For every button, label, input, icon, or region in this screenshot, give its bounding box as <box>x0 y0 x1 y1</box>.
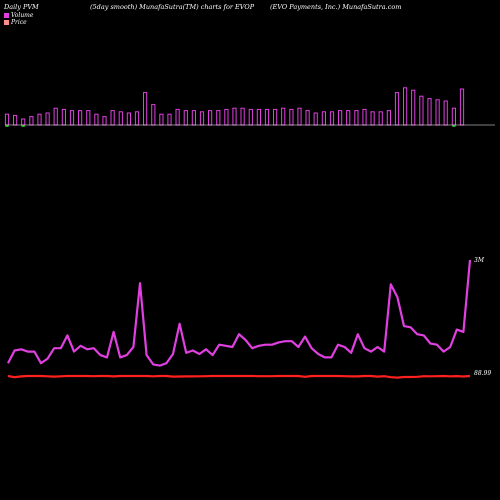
volume-bar <box>264 108 270 126</box>
volume-bar <box>459 88 465 126</box>
price-label: 88.99 <box>474 370 491 377</box>
volume-bar <box>386 110 391 126</box>
volume-bar <box>394 92 400 126</box>
volume-bar <box>305 110 310 126</box>
price-line <box>7 374 471 379</box>
volume-bar <box>191 110 197 126</box>
volume-bar <box>118 111 123 126</box>
volume-bar <box>13 114 18 126</box>
volume-bar <box>102 116 107 126</box>
volume-bar <box>29 116 34 126</box>
volume-bar <box>403 87 408 126</box>
volume-bar <box>110 110 115 126</box>
chart-label-left: Daily PVM <box>4 3 39 11</box>
company-label: (EVO Payments, Inc.) MunafaSutra.com <box>270 3 402 11</box>
volume-bar <box>208 110 213 126</box>
volume-bars <box>4 87 465 127</box>
volume-bar <box>329 111 335 126</box>
volume-bar-down-marker <box>21 125 25 127</box>
volume-bar <box>175 108 180 126</box>
volume-bar <box>69 110 75 126</box>
volume-bar <box>45 112 50 126</box>
volume-bar <box>378 111 383 126</box>
legend-price-swatch <box>4 20 9 25</box>
volume-bar <box>151 104 156 126</box>
volume-bar <box>224 108 229 126</box>
volume-bar <box>94 113 99 126</box>
volume-bar <box>362 108 367 126</box>
volume-bar <box>134 111 140 126</box>
legend-volume-swatch <box>4 13 9 18</box>
volume-bar <box>338 110 343 126</box>
volume-bar <box>354 110 359 126</box>
volume-bar <box>443 100 448 126</box>
volume-bar <box>216 110 221 126</box>
volume-bar <box>78 110 83 126</box>
volume-bar <box>21 118 26 126</box>
volume-bar <box>183 110 188 126</box>
legend-volume: Volume <box>4 12 33 19</box>
volume-bar <box>370 111 375 126</box>
volume-bar <box>53 107 58 126</box>
line-series <box>7 259 472 379</box>
volume-bar <box>248 108 253 126</box>
volume-bar-down-marker <box>5 125 9 127</box>
volume-bar <box>321 111 326 126</box>
volume-bar <box>199 111 205 126</box>
legend-volume-label: Volume <box>11 12 34 19</box>
volume-bar <box>86 110 91 126</box>
volume-bar <box>411 89 416 126</box>
volume-bar <box>159 113 164 126</box>
legend-price: Price <box>4 19 27 26</box>
volume-bar <box>451 107 456 126</box>
volume-bar <box>126 112 132 126</box>
volume-bar <box>256 108 261 126</box>
volume-bar <box>37 113 42 126</box>
volume-bar <box>232 107 237 126</box>
volume-bar <box>435 99 440 126</box>
volume-bar <box>346 110 351 126</box>
volume-line <box>7 259 472 367</box>
volume-bar <box>427 98 432 126</box>
volume-bar <box>4 113 10 126</box>
volume-bar <box>143 92 148 126</box>
legend-price-label: Price <box>11 19 27 26</box>
volume-bar <box>240 107 245 126</box>
max-volume-label: 3M <box>474 257 485 264</box>
volume-bar <box>297 107 302 126</box>
volume-bar-down-marker <box>452 125 456 127</box>
chart-title: (5day smooth) MunafaSutra(TM) charts for… <box>90 3 255 11</box>
volume-bar <box>61 108 66 126</box>
volume-bar <box>167 113 172 126</box>
volume-bar <box>289 108 294 126</box>
volume-bar <box>419 95 424 126</box>
volume-bar <box>273 108 278 126</box>
volume-bar <box>281 107 286 126</box>
volume-bar <box>313 112 318 126</box>
